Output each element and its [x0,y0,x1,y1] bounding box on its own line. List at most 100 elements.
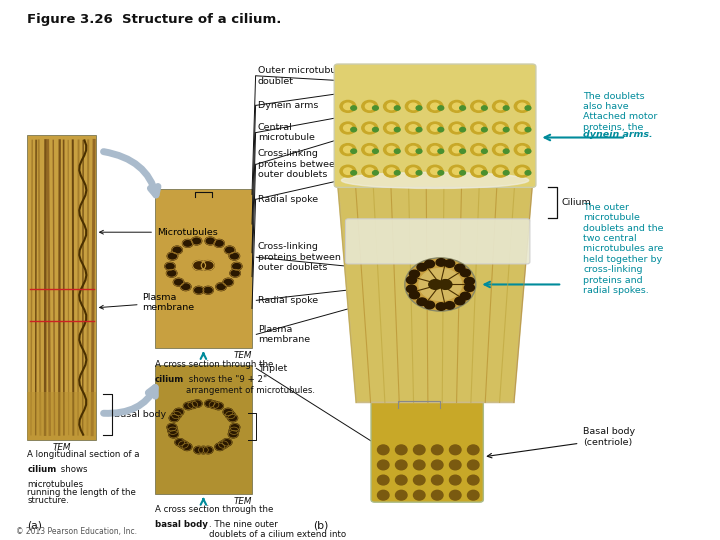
Ellipse shape [474,103,483,110]
Ellipse shape [365,168,374,174]
Ellipse shape [467,460,479,470]
Circle shape [525,171,531,175]
Circle shape [225,246,235,254]
Text: cilium: cilium [155,375,184,384]
Text: TEM: TEM [53,443,71,452]
Ellipse shape [467,475,479,485]
Ellipse shape [427,165,443,177]
Text: (b): (b) [313,520,328,530]
Circle shape [419,268,462,300]
Circle shape [460,127,466,132]
Ellipse shape [431,146,439,153]
Text: Central
microtubule: Central microtubule [258,123,315,142]
Circle shape [460,149,466,153]
Ellipse shape [518,168,526,174]
Ellipse shape [467,490,479,500]
Ellipse shape [518,146,526,153]
Circle shape [416,149,422,153]
Circle shape [460,171,466,175]
Ellipse shape [449,445,461,455]
Circle shape [201,261,214,271]
Circle shape [222,438,232,446]
Circle shape [460,106,466,110]
Text: TEM: TEM [233,351,252,360]
Ellipse shape [384,122,400,134]
Circle shape [209,401,219,408]
Circle shape [425,260,435,268]
Circle shape [193,261,206,271]
Circle shape [172,246,182,254]
Ellipse shape [395,475,407,485]
Text: Microtubules: Microtubules [99,228,217,237]
Ellipse shape [365,103,374,110]
Circle shape [372,149,378,153]
Ellipse shape [431,490,443,500]
Ellipse shape [471,144,487,156]
Ellipse shape [405,122,421,134]
Text: Basal body
(centriole): Basal body (centriole) [583,427,635,447]
Ellipse shape [413,445,425,455]
Ellipse shape [413,475,425,485]
Text: basal body: basal body [155,520,207,529]
Text: Plasma
membrane: Plasma membrane [99,293,194,312]
Ellipse shape [340,100,356,112]
Ellipse shape [384,165,400,177]
Ellipse shape [340,144,356,156]
Circle shape [482,127,487,132]
Circle shape [228,430,238,438]
Ellipse shape [395,490,407,500]
Circle shape [194,286,204,294]
Circle shape [464,278,474,285]
Ellipse shape [496,103,505,110]
Text: Triplet: Triplet [258,364,287,373]
Text: (a): (a) [27,520,42,530]
Circle shape [438,149,444,153]
Ellipse shape [431,125,439,131]
Ellipse shape [471,122,487,134]
Text: Radial spoke: Radial spoke [258,195,318,204]
Circle shape [438,106,444,110]
Circle shape [410,291,420,299]
FancyBboxPatch shape [27,392,96,440]
FancyBboxPatch shape [371,400,483,502]
Ellipse shape [449,165,465,177]
Ellipse shape [518,103,526,110]
Ellipse shape [405,100,421,112]
Text: © 2013 Pearson Education, Inc.: © 2013 Pearson Education, Inc. [16,526,137,536]
Text: microtubules: microtubules [27,480,84,489]
Ellipse shape [343,103,352,110]
Circle shape [503,106,509,110]
Circle shape [503,149,509,153]
Circle shape [175,438,185,446]
Circle shape [395,127,400,132]
Ellipse shape [343,168,352,174]
Text: Outer microtubule
doublet: Outer microtubule doublet [258,66,345,85]
Text: Plasma
membrane: Plasma membrane [258,325,310,344]
Ellipse shape [492,122,508,134]
Ellipse shape [377,490,389,500]
Circle shape [438,171,444,175]
Ellipse shape [449,100,465,112]
Ellipse shape [474,146,483,153]
Circle shape [482,106,487,110]
Text: shows: shows [58,465,88,474]
Ellipse shape [496,168,505,174]
Ellipse shape [395,460,407,470]
Circle shape [372,171,378,175]
Circle shape [525,149,531,153]
Circle shape [503,171,509,175]
Circle shape [460,292,470,300]
Ellipse shape [431,103,439,110]
Ellipse shape [361,100,377,112]
Circle shape [395,106,400,110]
Ellipse shape [431,445,443,455]
Circle shape [229,252,240,260]
Ellipse shape [514,165,530,177]
Ellipse shape [340,122,356,134]
Ellipse shape [474,168,483,174]
Circle shape [214,239,225,247]
Ellipse shape [514,144,530,156]
Ellipse shape [343,146,352,153]
Ellipse shape [409,168,418,174]
Ellipse shape [449,460,461,470]
